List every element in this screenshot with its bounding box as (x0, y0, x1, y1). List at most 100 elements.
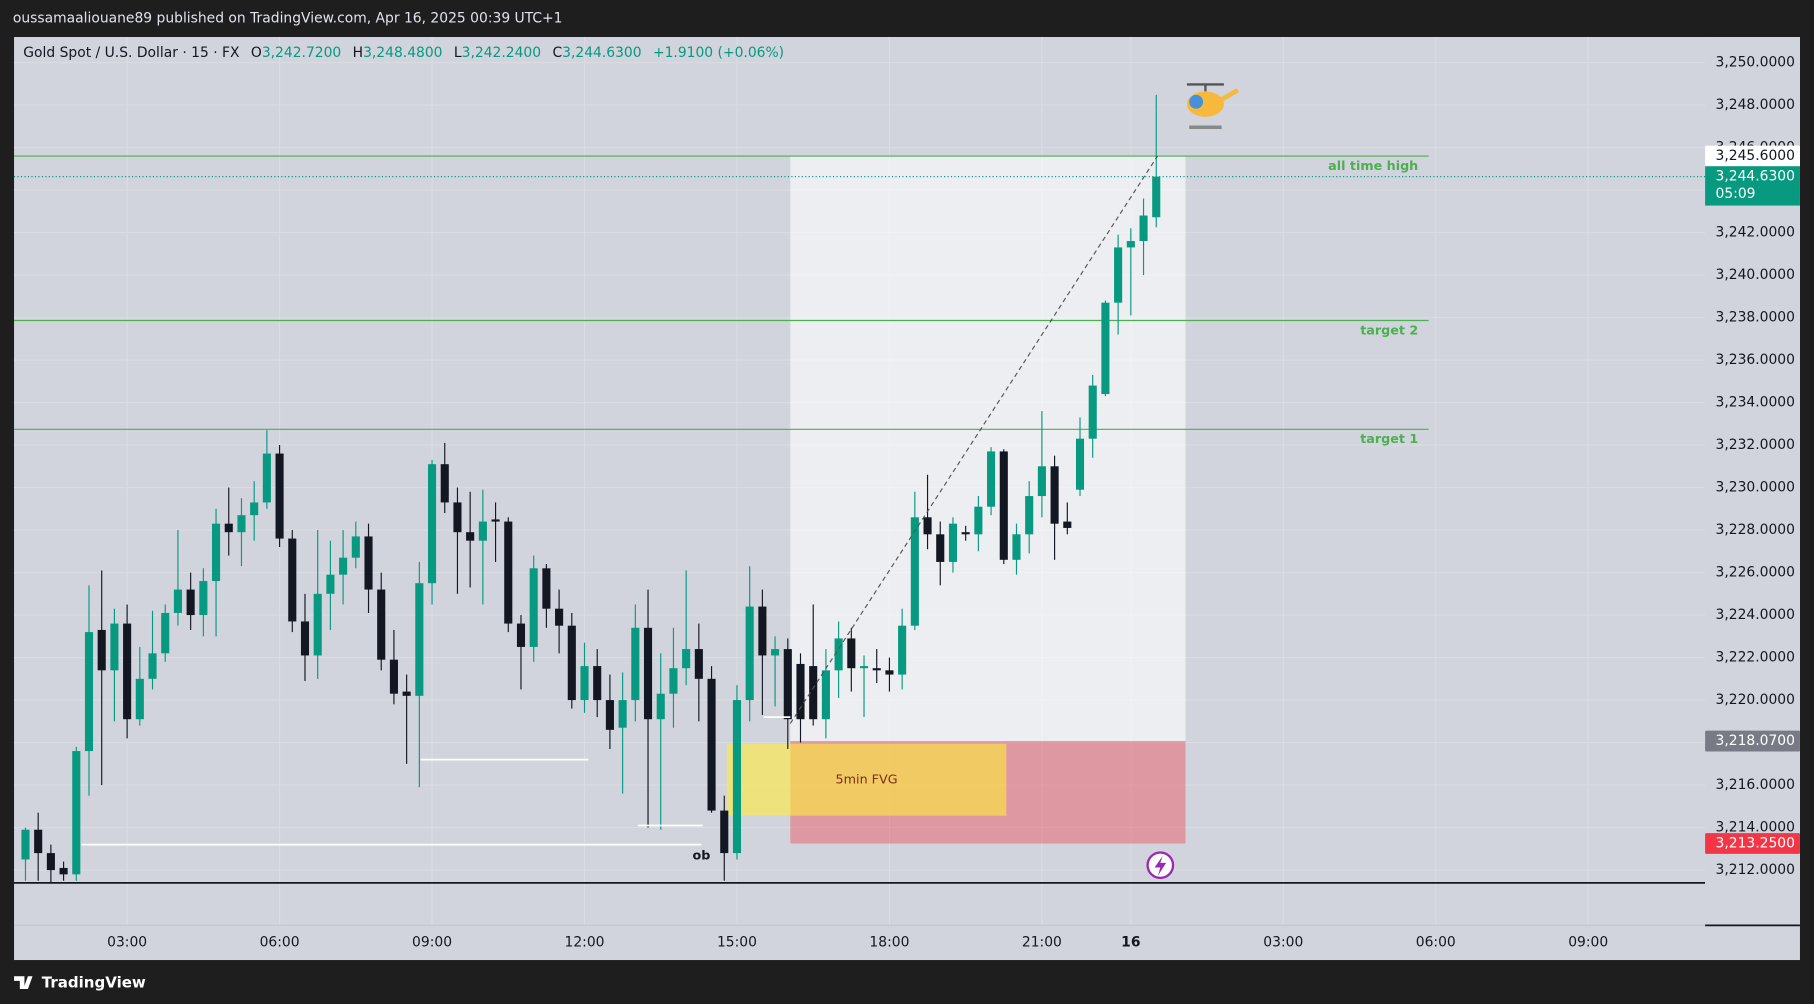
event-icon[interactable] (1146, 851, 1175, 880)
candle-body (491, 519, 500, 522)
candle-body (1088, 385, 1097, 439)
y-tick-label: 3,238.0000 (1716, 310, 1795, 326)
high-value: 3,248.4800 (363, 45, 442, 61)
candle-body (593, 666, 602, 701)
x-tick-label: 16 (1121, 935, 1140, 951)
candle-body (809, 666, 818, 720)
candle-body (682, 649, 691, 669)
y-tick-label: 3,232.0000 (1716, 437, 1795, 453)
candle-body (389, 659, 398, 694)
candle-body (1012, 534, 1021, 560)
entry-price-label: 3,218.0700 (1716, 733, 1795, 749)
candle-body (161, 612, 170, 654)
candle-body (580, 666, 589, 701)
candle-body (834, 638, 843, 671)
trend-line (789, 155, 1158, 724)
candle-body (21, 829, 30, 860)
candle-body (643, 627, 653, 720)
target-price-box (1705, 145, 1800, 167)
candle-body (516, 623, 526, 647)
candle-body (364, 536, 373, 590)
stop-price-label: 3,213.2500 (1716, 836, 1795, 852)
candle-body (745, 606, 754, 701)
candle-body (987, 451, 996, 507)
candle-body (199, 581, 208, 616)
candle-body (974, 506, 983, 535)
candle-body (84, 632, 94, 752)
x-tick-label: 21:00 (1022, 935, 1062, 951)
candle-body (46, 853, 55, 871)
change: +1.9100 (+0.06%) (653, 45, 784, 61)
candle-body (466, 532, 475, 541)
y-tick-label: 3,240.0000 (1716, 267, 1795, 283)
candle-body (212, 523, 221, 582)
candle-body (1075, 438, 1085, 490)
y-tick-label: 3,220.0000 (1716, 692, 1795, 708)
x-tick-label: 06:00 (1416, 935, 1456, 951)
x-tick-label: 12:00 (565, 935, 605, 951)
candle-body (478, 521, 487, 541)
header: oussamaaliouane89 published on TradingVi… (13, 11, 563, 27)
y-tick-label: 3,216.0000 (1716, 777, 1795, 793)
candle-body (999, 451, 1008, 560)
candle-body (59, 867, 68, 875)
candle-body (783, 649, 792, 720)
candle-body (415, 583, 424, 696)
candle-body (898, 625, 907, 675)
x-tick-label: 15:00 (717, 935, 757, 951)
y-tick-label: 3,236.0000 (1716, 352, 1795, 368)
candle-body (173, 589, 182, 613)
candle-body (1025, 496, 1034, 535)
y-tick-label: 3,250.0000 (1716, 55, 1795, 71)
x-tick-label: 03:00 (107, 935, 147, 951)
axes: 3,212.00003,214.00003,216.00003,218.0000… (107, 55, 1800, 951)
candle-body (948, 523, 958, 562)
candle-body (313, 593, 322, 656)
legend: Gold Spot / U.S. Dollar · 15 · FX O3,242… (23, 45, 784, 61)
candle-body (618, 700, 627, 728)
candle-body (186, 589, 195, 616)
candle-body (631, 627, 640, 701)
candle-body (1101, 302, 1110, 395)
candle-body (529, 568, 538, 647)
candle-body (796, 663, 805, 720)
candle-body (123, 623, 132, 720)
candle-body (961, 532, 970, 535)
target-price-label: 3,245.6000 (1716, 148, 1795, 164)
candle-body (402, 691, 411, 696)
low-label: L (454, 45, 462, 61)
ob-label: ob (692, 848, 710, 863)
candle-body (1114, 247, 1123, 303)
candle-body (821, 670, 830, 720)
candle-body (732, 700, 742, 854)
symbol: Gold Spot / U.S. Dollar · 15 · FX (23, 45, 240, 61)
x-tick-label: 03:00 (1263, 935, 1303, 951)
candle-body (567, 625, 576, 701)
footer: TradingView (42, 974, 146, 992)
x-tick-label: 09:00 (1568, 935, 1608, 951)
y-tick-label: 3,222.0000 (1716, 650, 1795, 666)
y-tick-label: 3,226.0000 (1716, 565, 1795, 581)
overlay: ob (14, 155, 1706, 884)
candle-body (771, 649, 780, 656)
candle-body (847, 638, 856, 669)
candle-body (669, 668, 678, 694)
fvg-label: 5min FVG (836, 771, 898, 786)
candle-body (1063, 521, 1072, 528)
last-price-label: 3,244.6300 (1716, 169, 1795, 185)
y-tick-label: 3,234.0000 (1716, 395, 1795, 411)
open-label: O (251, 45, 262, 61)
y-tick-label: 3,228.0000 (1716, 522, 1795, 538)
y-tick-label: 3,224.0000 (1716, 607, 1795, 623)
candle-body (859, 666, 869, 669)
candle-body (1050, 466, 1059, 524)
candle-body (453, 502, 462, 533)
y-tick-label: 3,214.0000 (1716, 820, 1795, 836)
candle-body (1126, 241, 1135, 248)
candles (21, 94, 1161, 883)
close-value: 3,244.6300 (562, 45, 641, 61)
candle-body (1152, 176, 1161, 218)
candle-body (351, 536, 360, 558)
y-tick-label: 3,248.0000 (1716, 97, 1795, 113)
last-price-box (1705, 166, 1800, 206)
